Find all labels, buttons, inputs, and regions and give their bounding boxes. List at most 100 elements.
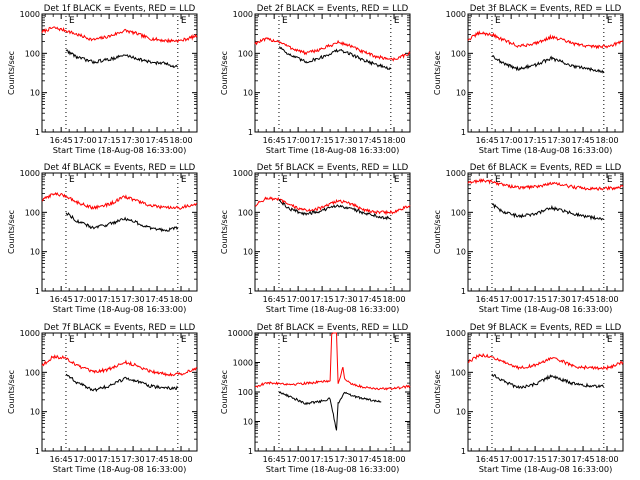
x-tick-label: 16:45 <box>263 295 286 304</box>
marker-label: E <box>394 335 400 345</box>
y-tick-label: 1 <box>461 447 466 456</box>
y-tick-label: 1000 <box>20 10 40 19</box>
y-tick-label: 1 <box>248 447 253 456</box>
x-tick-label: 17:15 <box>98 295 121 304</box>
x-tick-label: 17:45 <box>359 455 382 464</box>
x-tick-label: 17:00 <box>287 455 310 464</box>
y-tick-label: 1 <box>248 128 253 137</box>
events-series-line <box>491 203 605 221</box>
x-tick-label: 17:00 <box>500 455 523 464</box>
x-tick-label: 17:30 <box>122 136 145 145</box>
detector-panel: Det 5f BLACK = Events, RED = LLD 1 10 100 10… <box>220 163 411 314</box>
x-tick-label: 17:00 <box>287 295 310 304</box>
plot-frame <box>254 332 411 452</box>
plot-frame <box>254 172 411 292</box>
y-axis-label: Counts/sec <box>433 370 442 414</box>
marker-label: E <box>607 16 613 26</box>
plot-frame <box>467 13 624 133</box>
x-tick-label: 16:45 <box>50 295 73 304</box>
x-axis-label: Start Time (18-Aug-08 16:33:00) <box>53 464 187 474</box>
y-tick-label: 1000 <box>233 359 253 368</box>
x-tick-label: 17:30 <box>335 455 358 464</box>
detector-panel: Det 4f BLACK = Events, RED = LLD 1 10 100 10… <box>7 163 198 314</box>
x-tick-label: 17:30 <box>335 295 358 304</box>
x-axis-label: Start Time (18-Aug-08 16:33:00) <box>479 304 613 314</box>
marker-label: E <box>495 335 501 345</box>
lld-series-line <box>41 26 198 44</box>
x-tick-label: 17:45 <box>359 295 382 304</box>
marker-label: E <box>181 16 187 26</box>
marker-label: E <box>495 16 501 26</box>
y-tick-label: 10000 <box>228 329 253 338</box>
x-tick-label: 16:45 <box>476 295 499 304</box>
y-tick-label: 100 <box>25 208 40 217</box>
y-tick-label: 100 <box>25 49 40 58</box>
panel-title: Det 4f BLACK = Events, RED = LLD <box>44 163 196 173</box>
y-tick-label: 100 <box>451 208 466 217</box>
x-axis-label: Start Time (18-Aug-08 16:33:00) <box>266 304 400 314</box>
y-tick-label: 10 <box>30 248 40 257</box>
events-series-line <box>65 49 179 69</box>
marker-label: E <box>495 175 501 185</box>
x-tick-label: 18:00 <box>169 136 192 145</box>
marker-label: E <box>394 175 400 185</box>
y-tick-label: 1 <box>461 128 466 137</box>
plot-frame <box>467 172 624 292</box>
lld-series-line <box>254 36 411 62</box>
panel-title: Det 6f BLACK = Events, RED = LLD <box>470 163 622 173</box>
y-tick-label: 1 <box>35 447 40 456</box>
x-tick-label: 17:45 <box>572 455 595 464</box>
detector-panel: Det 1f BLACK = Events, RED = LLD 1 10 100 10… <box>7 4 198 155</box>
y-axis-label: Counts/sec <box>7 51 16 95</box>
x-tick-label: 17:15 <box>524 295 547 304</box>
detector-panel: Det 8f BLACK = Events, RED = LLD 1 10 100 10… <box>220 323 411 474</box>
x-tick-label: 18:00 <box>382 455 405 464</box>
x-axis-label: Start Time (18-Aug-08 16:33:00) <box>53 145 187 155</box>
x-tick-label: 18:00 <box>382 295 405 304</box>
plot-frame <box>41 172 198 292</box>
y-tick-label: 10 <box>456 408 466 417</box>
x-tick-label: 18:00 <box>595 295 618 304</box>
x-tick-label: 17:45 <box>572 295 595 304</box>
y-tick-label: 1000 <box>20 329 40 338</box>
y-tick-label: 1 <box>35 287 40 296</box>
x-tick-label: 17:15 <box>524 455 547 464</box>
y-tick-label: 1000 <box>233 169 253 178</box>
x-tick-label: 18:00 <box>169 455 192 464</box>
marker-label: E <box>181 335 187 345</box>
panel-title: Det 2f BLACK = Events, RED = LLD <box>257 4 409 14</box>
x-tick-label: 17:45 <box>146 136 169 145</box>
y-tick-label: 1 <box>35 128 40 137</box>
x-tick-label: 16:45 <box>263 455 286 464</box>
x-tick-label: 16:45 <box>50 136 73 145</box>
events-series-line <box>278 391 382 431</box>
detector-panel: Det 6f BLACK = Events, RED = LLD 1 10 100 10… <box>433 163 624 314</box>
marker-label: E <box>69 335 75 345</box>
lld-series-line <box>254 332 411 391</box>
panel-title: Det 8f BLACK = Events, RED = LLD <box>257 323 409 333</box>
x-tick-label: 18:00 <box>595 136 618 145</box>
marker-label: E <box>69 175 75 185</box>
marker-label: E <box>394 16 400 26</box>
x-tick-label: 17:45 <box>146 455 169 464</box>
lld-series-line <box>41 354 198 377</box>
y-tick-label: 10 <box>30 408 40 417</box>
x-tick-label: 17:30 <box>548 455 571 464</box>
y-tick-label: 1000 <box>446 10 466 19</box>
x-tick-label: 17:45 <box>572 136 595 145</box>
plot-frame <box>467 332 624 452</box>
x-tick-label: 17:30 <box>122 455 145 464</box>
marker-label: E <box>181 175 187 185</box>
y-axis-label: Counts/sec <box>433 51 442 95</box>
y-tick-label: 10 <box>456 89 466 98</box>
x-tick-label: 17:00 <box>500 136 523 145</box>
lld-series-line <box>467 30 624 50</box>
events-series-line <box>278 198 391 221</box>
marker-label: E <box>607 335 613 345</box>
x-tick-label: 17:15 <box>98 455 121 464</box>
plot-frame <box>41 13 198 133</box>
x-tick-label: 16:45 <box>50 455 73 464</box>
y-axis-label: Counts/sec <box>220 51 229 95</box>
x-tick-label: 17:30 <box>335 136 358 145</box>
